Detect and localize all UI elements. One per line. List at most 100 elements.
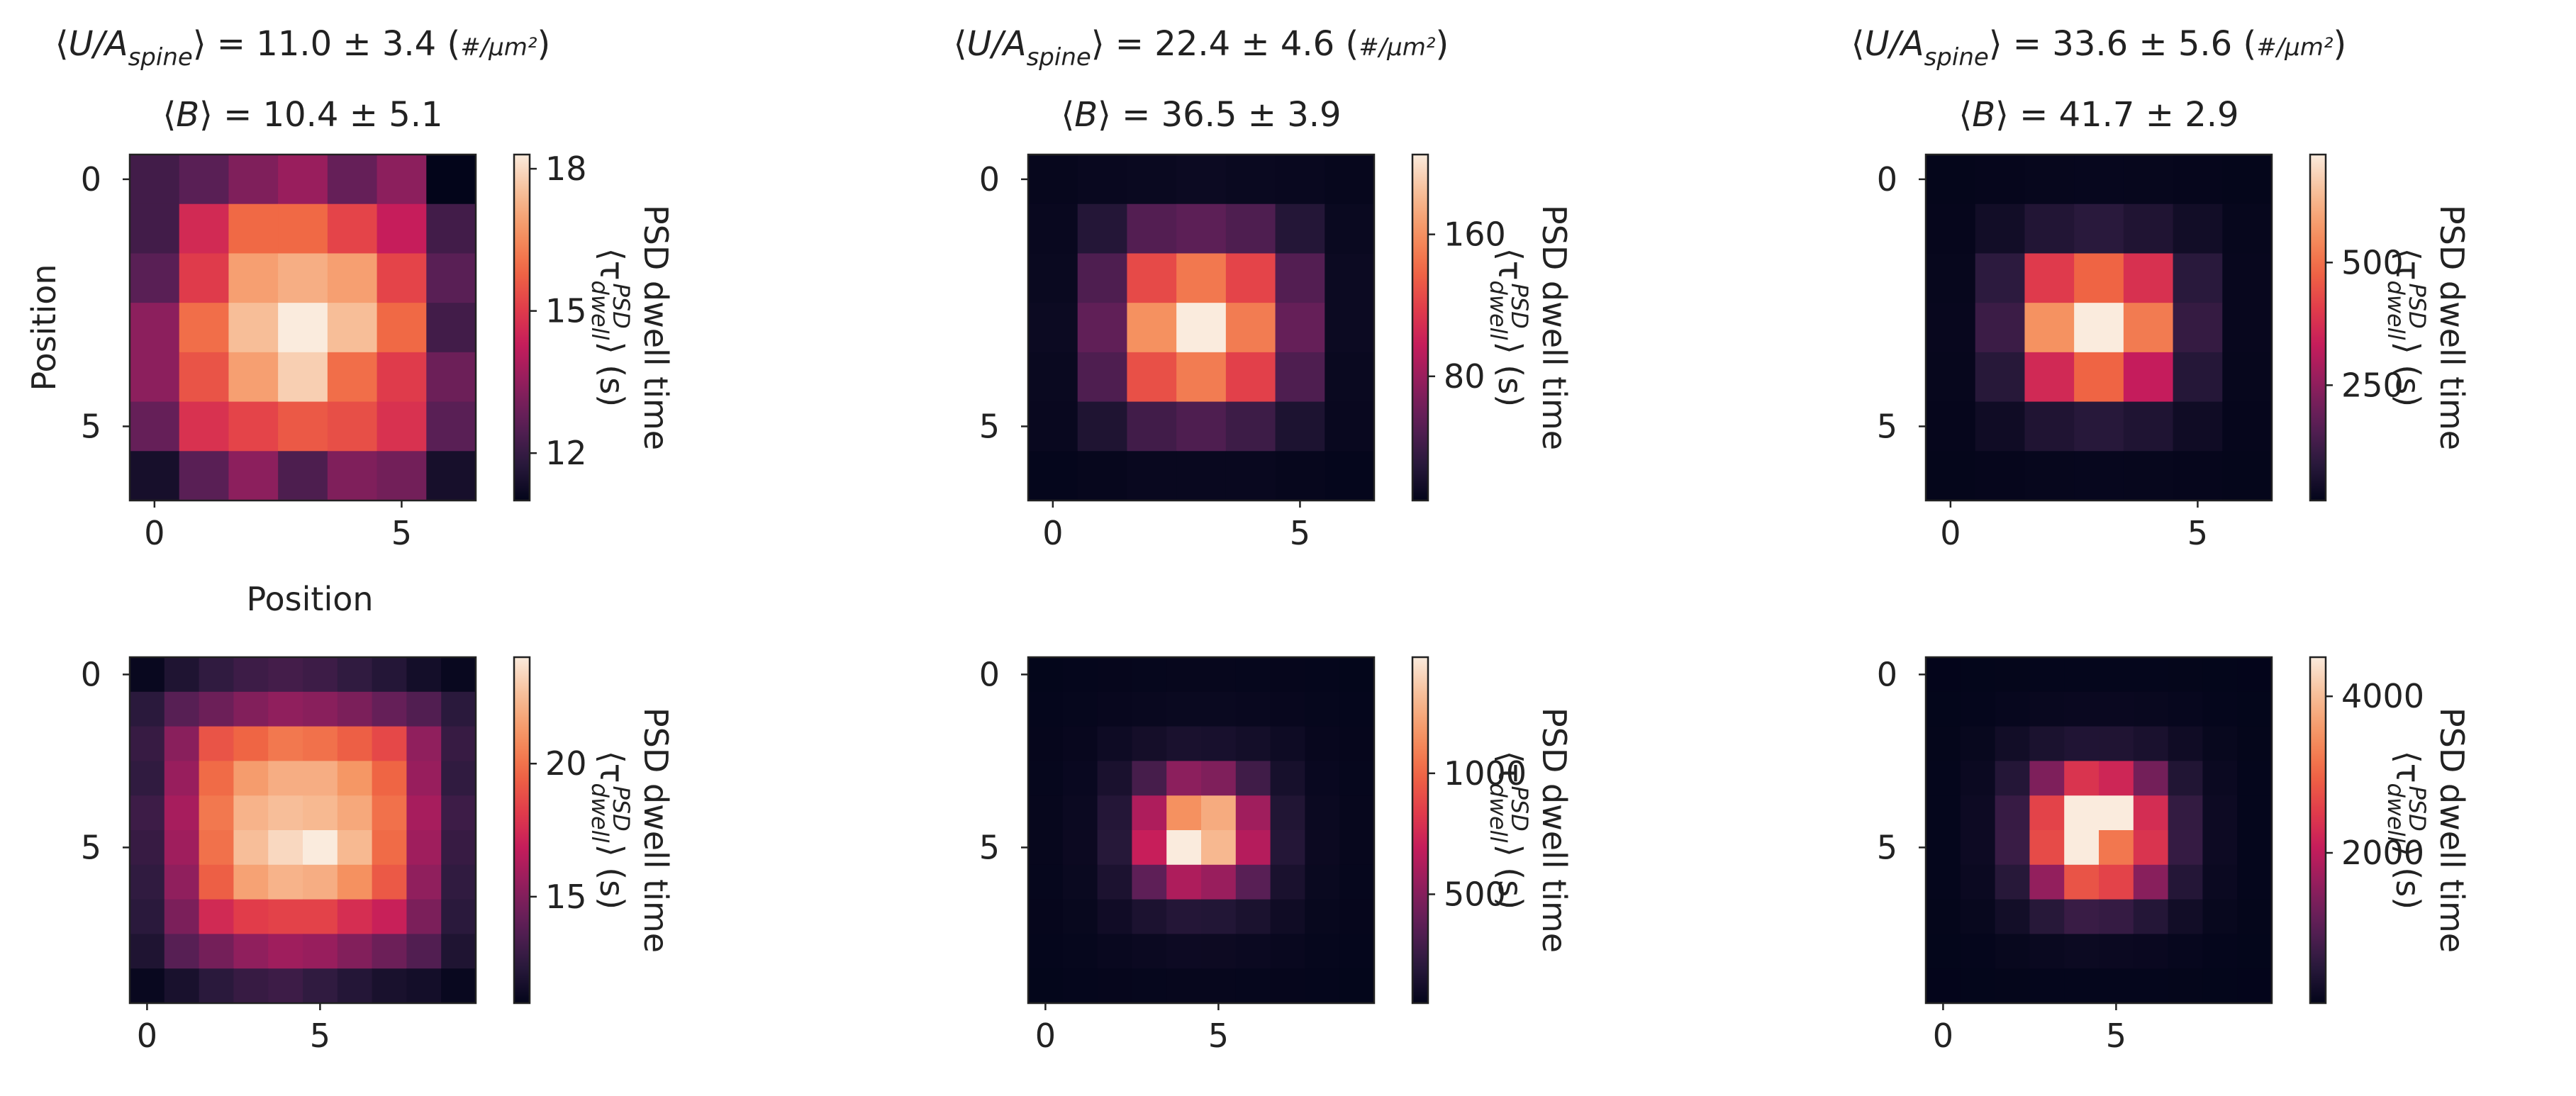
- heatmap-cell: [1201, 657, 1237, 693]
- heatmap-cell: [1201, 899, 1237, 934]
- heatmap-cell: [1235, 761, 1271, 796]
- heatmap-cell: [2168, 795, 2203, 831]
- heatmap-cell: [1132, 691, 1167, 727]
- heatmap-cell: [337, 899, 373, 934]
- heatmap-cell: [1077, 352, 1128, 403]
- heatmap-cell: [2064, 864, 2100, 900]
- heatmap-cell: [130, 253, 180, 303]
- heatmap-cell: [278, 451, 328, 501]
- heatmap-cell: [1176, 303, 1227, 353]
- heatmap-cell: [372, 934, 407, 969]
- heatmap-cell: [1127, 303, 1177, 353]
- heatmap-cell: [164, 761, 200, 796]
- heatmap-cell: [1926, 691, 1961, 727]
- heatmap-cell: [1235, 864, 1271, 900]
- heatmap-cell: [2222, 451, 2273, 501]
- heatmap-cell: [2133, 761, 2169, 796]
- heatmap-cell: [278, 203, 328, 255]
- heatmap-cell: [1097, 968, 1132, 1004]
- heatmap-cell: [2168, 761, 2203, 796]
- heatmap-cell: [1062, 657, 1098, 693]
- heatmap-cell: [1926, 203, 1976, 255]
- colorbar-tick-label: 12: [545, 434, 587, 472]
- panel-title-line2: ⟨B⟩ = 10.4 ± 5.1: [162, 95, 442, 135]
- heatmap-cell: [278, 155, 328, 205]
- y-tick-label: 5: [81, 407, 101, 445]
- heatmap-cell: [1339, 657, 1375, 693]
- heatmap-cell: [1305, 899, 1340, 934]
- heatmap-cell: [179, 155, 230, 205]
- heatmap-frame: [128, 153, 477, 502]
- heatmap-cell: [1960, 968, 1996, 1004]
- heatmap-cell: [441, 657, 476, 693]
- heatmap-cell: [164, 726, 200, 761]
- heatmap-cell: [1127, 401, 1177, 452]
- heatmap-cell: [337, 830, 373, 866]
- heatmap-cell: [199, 726, 234, 761]
- heatmap-cell: [130, 934, 165, 969]
- heatmap-cell: [327, 303, 378, 353]
- heatmap-cell: [1201, 726, 1237, 761]
- heatmap-cell: [1132, 726, 1167, 761]
- heatmap-cell: [426, 401, 476, 452]
- heatmap-cell: [1325, 352, 1375, 403]
- heatmap-cell: [2064, 691, 2100, 727]
- heatmap-cell: [2064, 761, 2100, 796]
- heatmap-cell: [2237, 934, 2273, 969]
- heatmap-cell: [2173, 155, 2223, 205]
- colorbar-tick-label: 500: [1444, 875, 1506, 913]
- heatmap-cell: [2133, 795, 2169, 831]
- heatmap-cell: [1176, 401, 1227, 452]
- heatmap-cell: [2074, 155, 2124, 205]
- heatmap-cell: [1132, 968, 1167, 1004]
- heatmap-cell: [1077, 253, 1128, 303]
- colorbar-tick-label: 1000: [1444, 754, 1527, 793]
- heatmap-cell: [327, 401, 378, 452]
- heatmap-cell: [2074, 401, 2124, 452]
- heatmap-cell: [1325, 401, 1375, 452]
- heatmap-cell: [1339, 899, 1375, 934]
- x-tick-label: 5: [1208, 1017, 1229, 1055]
- x-tick-label: 0: [144, 514, 165, 552]
- heatmap-cell: [1176, 352, 1227, 403]
- heatmap-cell: [2074, 303, 2124, 353]
- heatmap-cell: [1166, 761, 1202, 796]
- heatmap-cell: [1305, 830, 1340, 866]
- x-tick-label: 0: [1933, 1017, 1953, 1055]
- heatmap-cell: [406, 830, 442, 866]
- heatmap-cell: [2133, 657, 2169, 693]
- heatmap-cell: [1028, 726, 1064, 761]
- colorbar-tick-label: 500: [2341, 243, 2404, 281]
- heatmap-cell: [2024, 352, 2075, 403]
- heatmap-cell: [268, 795, 303, 831]
- heatmap-cell: [1235, 795, 1271, 831]
- heatmap-cell: [1270, 726, 1305, 761]
- heatmap-cell: [1975, 401, 2026, 452]
- heatmap-cell: [1127, 203, 1177, 255]
- heatmap-cell: [1201, 864, 1237, 900]
- heatmap-cell: [1926, 899, 1961, 934]
- heatmap-cell: [303, 726, 338, 761]
- heatmap-cell: [1926, 726, 1961, 761]
- heatmap-cell: [1077, 155, 1128, 205]
- heatmap-cell: [1926, 761, 1961, 796]
- heatmap-cell: [1960, 691, 1996, 727]
- heatmap-cell: [2173, 253, 2223, 303]
- heatmap-cell: [2099, 726, 2134, 761]
- y-tick-label: 0: [979, 160, 1000, 198]
- colorbar-label: PSD dwell time⟨τdwellPSD⟩ (s): [1485, 205, 1573, 450]
- panel-title-line2: ⟨B⟩ = 41.7 ± 2.9: [1958, 95, 2238, 135]
- heatmap-cell: [1305, 691, 1340, 727]
- heatmap-cell: [2024, 401, 2075, 452]
- heatmap-cell: [1305, 795, 1340, 831]
- heatmap-cell: [2202, 726, 2238, 761]
- heatmap-cell: [1926, 657, 1961, 693]
- x-axis-label: Position: [246, 580, 373, 618]
- heatmap-cell: [179, 451, 230, 501]
- heatmap-cell: [199, 968, 234, 1004]
- heatmap-cell: [164, 899, 200, 934]
- heatmap-cell: [1097, 795, 1132, 831]
- heatmap-cell: [1960, 864, 1996, 900]
- heatmap-cell: [1166, 657, 1202, 693]
- heatmap-cell: [1077, 401, 1128, 452]
